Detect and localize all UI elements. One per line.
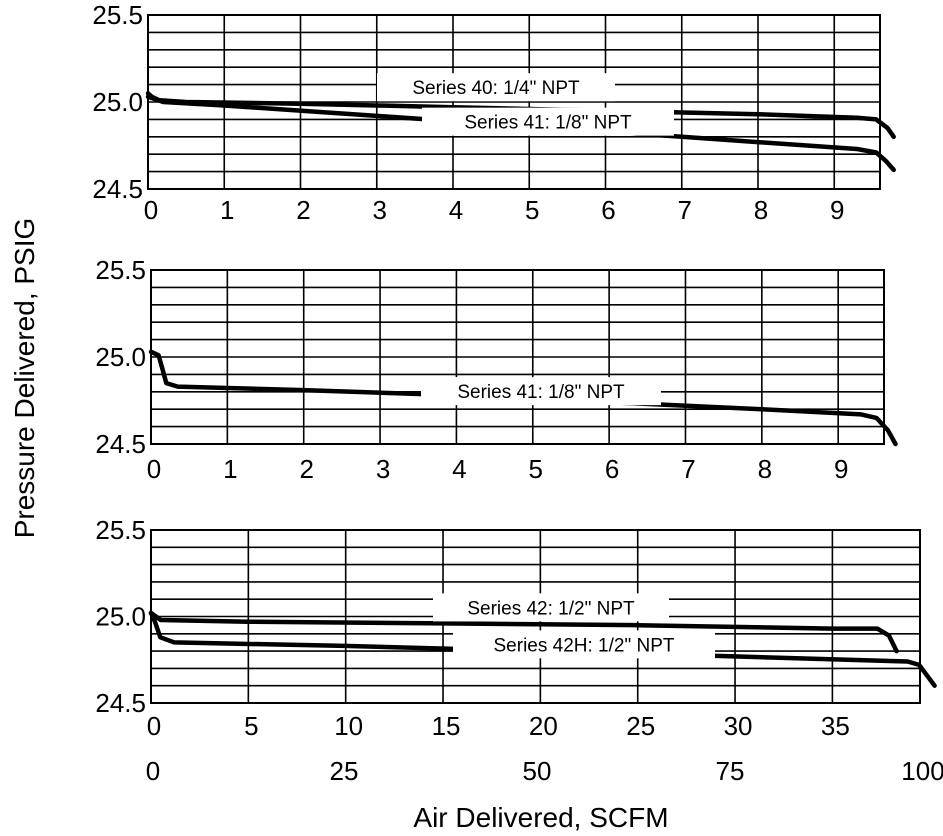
x-tick-label: 5 xyxy=(525,195,539,225)
x-axis-title: Air Delivered, SCFM xyxy=(413,802,668,833)
y-tick-label: 24.5 xyxy=(95,688,146,718)
x2-tick-label: 25 xyxy=(330,756,359,786)
chart-panel-3: 24.5 25.0 25.5 0 5 10 15 20 25 30 35 0 25 50 75 100 Seri… xyxy=(95,515,943,786)
plot-frame xyxy=(147,14,881,190)
y-tick-label: 25.5 xyxy=(95,515,146,545)
series-label-bg xyxy=(433,593,669,622)
x-tick-label: 1 xyxy=(220,195,234,225)
x-tick-label: 7 xyxy=(678,195,692,225)
x-tick-label: 5 xyxy=(529,454,543,484)
y-tick-label: 25.0 xyxy=(95,602,146,632)
x-tick-label: 2 xyxy=(299,454,313,484)
x2-tick-label: 0 xyxy=(146,756,160,786)
x2-tick-label: 75 xyxy=(716,756,745,786)
series-label-bg xyxy=(377,73,615,102)
series-label: Series 42: 1/2" NPT xyxy=(467,598,635,619)
series-label: Series 40: 1/4" NPT xyxy=(412,78,580,99)
x-tick-label: 35 xyxy=(821,711,850,741)
x-tick-label: 7 xyxy=(681,454,695,484)
plot-frame xyxy=(150,269,885,445)
x-tick-label: 4 xyxy=(452,454,466,484)
x-tick-label: 20 xyxy=(529,711,558,741)
x-tick-label: 9 xyxy=(830,195,844,225)
x-tick-label: 2 xyxy=(296,195,310,225)
series-line xyxy=(148,610,899,654)
y-axis-title: Pressure Delivered, PSIG xyxy=(9,218,40,539)
y-tick-label: 24.5 xyxy=(92,174,143,204)
x-tick-label: 3 xyxy=(376,454,390,484)
x-tick-label: 1 xyxy=(223,454,237,484)
x2-tick-label: 50 xyxy=(523,756,552,786)
x-tick-label: 5 xyxy=(244,711,258,741)
series-label-bg xyxy=(421,377,661,406)
x-tick-label: 9 xyxy=(834,454,848,484)
x-tick-label: 6 xyxy=(601,195,615,225)
x-tick-label: 8 xyxy=(758,454,772,484)
x-tick-label: 10 xyxy=(334,711,363,741)
x-tick-label: 4 xyxy=(449,195,463,225)
chart-panel-2: 24.5 25.0 25.5 0 1 2 3 4 5 6 7 8 9 Series 41: 1/8" NP… xyxy=(95,255,898,484)
y-tick-label: 25.0 xyxy=(92,87,143,117)
x-tick-label: 6 xyxy=(605,454,619,484)
y-tick-label: 24.5 xyxy=(95,429,146,459)
series-label: Series 42H: 1/2" NPT xyxy=(494,635,675,656)
series-label: Series 41: 1/8" NPT xyxy=(464,113,632,134)
series-label-bg xyxy=(453,630,715,659)
chart-panel-1: 24.5 25.0 25.5 0 1 2 3 4 5 6 7 8 9 Series 40: 1/4" NP… xyxy=(92,0,896,225)
y-tick-label: 25.0 xyxy=(95,342,146,372)
y-tick-label: 25.5 xyxy=(95,255,146,285)
x-tick-label: 8 xyxy=(754,195,768,225)
series-label: Series 41: 1/8" NPT xyxy=(457,382,625,403)
x-tick-label: 3 xyxy=(373,195,387,225)
y-tick-label: 25.5 xyxy=(92,0,143,30)
x-tick-label: 0 xyxy=(147,454,161,484)
x-tick-label: 0 xyxy=(144,195,158,225)
series-label-bg xyxy=(422,107,674,136)
x-tick-label: 0 xyxy=(147,711,161,741)
x-tick-label: 30 xyxy=(724,711,753,741)
x-tick-label: 25 xyxy=(626,711,655,741)
x2-tick-label: 100 xyxy=(901,756,943,786)
chart-panels: 24.5 25.0 25.5 0 1 2 3 4 5 6 7 8 9 Series 40: 1/4" NP… xyxy=(92,0,943,786)
x-tick-label: 15 xyxy=(432,711,461,741)
